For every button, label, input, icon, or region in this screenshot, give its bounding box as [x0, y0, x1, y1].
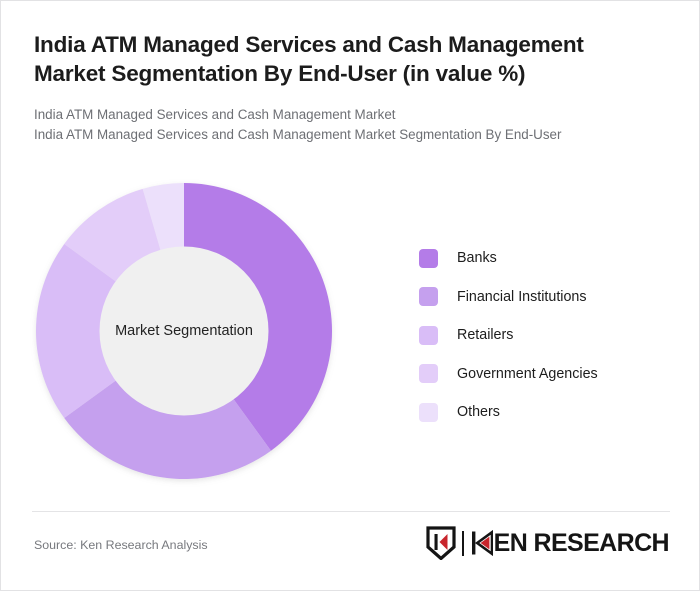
legend-label: Retailers [457, 327, 514, 344]
legend-item[interactable]: Others [419, 393, 679, 432]
source-note: Source: Ken Research Analysis [34, 538, 208, 552]
donut-chart: Market Segmentation [34, 181, 334, 481]
legend-swatch-icon [419, 364, 438, 384]
legend-swatch-icon [419, 248, 438, 268]
donut-slice[interactable] [184, 183, 332, 451]
chart-subtitle-market: India ATM Managed Services and Cash Mana… [34, 106, 396, 122]
legend-swatch-icon [419, 325, 438, 345]
legend-item[interactable]: Retailers [419, 316, 679, 355]
chart-legend: Banks Financial Institutions Retailers Gove… [419, 239, 679, 432]
donut-slice-group [36, 183, 332, 480]
legend-swatch-icon [419, 402, 438, 422]
legend-label: Financial Institutions [457, 288, 587, 305]
legend-label: Government Agencies [457, 365, 598, 382]
logo-divider [461, 530, 464, 556]
brand-wordmark: EN RESEARCH [471, 528, 670, 557]
chart-subtitles: India ATM Managed Services and Cash Mana… [34, 105, 654, 145]
donut-svg [36, 183, 332, 480]
chart-header: India ATM Managed Services and Cash Mana… [34, 31, 654, 145]
legend-item[interactable]: Financial Institutions [419, 278, 679, 317]
donut-hole [99, 246, 269, 416]
donut-slice[interactable] [64, 188, 161, 282]
legend-label: Others [457, 404, 500, 421]
brand-text: EN RESEARCH [493, 528, 670, 557]
chart-subtitle-segmentation: India ATM Managed Services and Cash Mana… [34, 126, 562, 142]
chart-plot-area: Market Segmentation Banks Financial Insti… [1, 169, 699, 499]
donut-slice[interactable] [64, 380, 271, 480]
legend-swatch-icon [419, 287, 438, 307]
legend-item[interactable]: Banks [419, 239, 679, 278]
ken-research-logo: EN RESEARCH [426, 525, 670, 561]
shield-icon [426, 526, 456, 560]
k-letter-icon [471, 530, 493, 556]
chart-title: India ATM Managed Services and Cash Mana… [34, 32, 584, 86]
legend-label: Banks [457, 250, 497, 267]
legend-item[interactable]: Government Agencies [419, 355, 679, 394]
donut-slice[interactable] [142, 183, 184, 251]
footer-divider [32, 511, 670, 512]
donut-slice[interactable] [36, 244, 117, 418]
